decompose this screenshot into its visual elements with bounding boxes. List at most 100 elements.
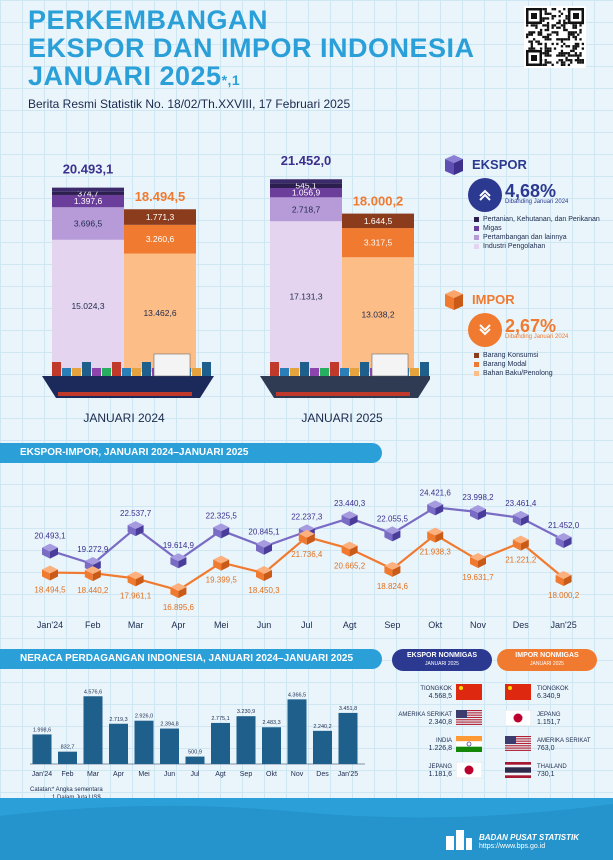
- ship-container-icon: [62, 368, 71, 376]
- ship-container-icon: [102, 368, 111, 376]
- impor-partner-country: JEPANG: [537, 712, 561, 718]
- ship-container-icon: [300, 362, 309, 376]
- balance-bar: [160, 728, 179, 764]
- balance-x-tick: Jan'25: [338, 771, 359, 778]
- ship-container-icon: [350, 368, 359, 376]
- balance-bar-label: 3.451,8: [339, 706, 357, 712]
- impor-nonmigas-sub: JANUARI 2025: [530, 661, 564, 667]
- balance-bar-label: 832,7: [61, 745, 75, 751]
- impor-partner: THAILAND 730,1: [537, 763, 567, 779]
- ekspor-total-label: 21.452,0: [281, 153, 332, 168]
- ship-container-icon: [82, 362, 91, 376]
- impor-down-icon: [468, 313, 502, 347]
- impor-point-label: 18.000,2: [548, 591, 580, 600]
- impor-point: [170, 583, 187, 599]
- balance-bar: [313, 730, 332, 764]
- ekspor-legend-label: Industri Pengolahan: [483, 243, 546, 250]
- ship-container-icon: [270, 362, 279, 376]
- impor-partner-country: THAILAND: [537, 764, 567, 770]
- line-x-tick: Agt: [343, 620, 357, 630]
- impor-legend-swatch: [474, 371, 479, 376]
- ekspor-point: [341, 511, 358, 527]
- impor-point: [256, 566, 272, 582]
- line-x-tick: Jul: [301, 620, 313, 630]
- ship-container-icon: [410, 368, 419, 376]
- ekspor-partner-value: 1.226,8: [428, 745, 452, 752]
- impor-point: [84, 566, 101, 582]
- ekspor-nonmigas-pill: EKSPOR NONMIGAS JANUARI 2025: [392, 649, 492, 671]
- impor-point-label: 18.440,2: [77, 586, 109, 595]
- impor-growth-note: Dibanding Januari 2024: [505, 334, 569, 340]
- ekspor-point: [170, 553, 187, 569]
- ship-container-icon: [92, 368, 101, 376]
- balance-x-tick: Mar: [87, 771, 100, 778]
- impor-total-label: 18.000,2: [353, 194, 404, 209]
- impor-partner: AMERIKA SERIKAT 763,0: [537, 737, 591, 753]
- line-x-tick: Mei: [214, 620, 229, 630]
- balance-bar: [287, 699, 307, 764]
- bps-logo-icon: [446, 830, 472, 850]
- ekspor-segment-label: 17.131,3: [289, 292, 322, 302]
- impor-legend-item: Bahan Baku/Penolong: [474, 370, 553, 377]
- ship-container-icon: [420, 362, 429, 376]
- impor-segment-label: 1.644,5: [364, 216, 393, 226]
- ship-container-icon: [360, 362, 369, 376]
- ekspor-label: EKSPOR: [472, 157, 527, 172]
- page-title: PERKEMBANGAN EKSPOR DAN IMPOR INDONESIA …: [28, 6, 475, 90]
- ekspor-legend-swatch: [474, 226, 479, 231]
- impor-legend-item: Barang Konsumsi: [474, 352, 538, 359]
- impor-partner-country: AMERIKA SERIKAT: [537, 738, 591, 744]
- ekspor-legend-swatch: [474, 235, 479, 240]
- impor-growth: 2,67%: [505, 316, 557, 336]
- ekspor-point: [127, 521, 144, 537]
- bps-name: BADAN PUSAT STATISTIK: [479, 833, 579, 842]
- ekspor-segment-label: 2.718,7: [292, 204, 321, 214]
- impor-legend-label: Bahan Baku/Penolong: [483, 370, 553, 377]
- balance-x-tick: Jun: [164, 771, 175, 778]
- title-line-1: PERKEMBANGAN: [28, 5, 269, 35]
- balance-bar: [211, 722, 230, 764]
- line-x-tick: Nov: [470, 620, 487, 630]
- title-line-3: JANUARI 2025*,1: [28, 62, 475, 90]
- qr-code-icon[interactable]: [524, 6, 586, 68]
- ekspor-point-label: 23.440,3: [334, 499, 366, 508]
- impor-point: [512, 535, 529, 551]
- subtitle: Berita Resmi Statistik No. 18/02/Th.XXVI…: [28, 97, 351, 111]
- line-x-tick: Jan'25: [550, 620, 576, 630]
- title-line-2: EKSPOR DAN IMPOR INDONESIA: [28, 33, 475, 63]
- impor-segment-label: 3.260,6: [146, 234, 175, 244]
- impor-legend-swatch: [474, 353, 479, 358]
- impor-point-label: 21.221,2: [505, 556, 537, 565]
- ship-container-icon: [310, 368, 319, 376]
- impor-segment-label: 13.038,2: [361, 310, 394, 320]
- line-x-tick: Okt: [428, 620, 443, 630]
- impor-partner-country: TIONGKOK: [537, 686, 569, 692]
- ekspor-legend-item: Industri Pengolahan: [474, 243, 545, 250]
- ship-waterline-icon: [58, 392, 192, 396]
- line-chart: 20.493,1 19.272,9 22.537,7 19.614,9 22.325,5…: [34, 488, 580, 630]
- ekspor-legend-swatch: [474, 217, 479, 222]
- impor-point: [42, 565, 58, 581]
- ekspor-stack-top: [52, 187, 124, 192]
- japan-flag-icon: [455, 761, 483, 779]
- balance-bar-label: 2.926,0: [135, 714, 153, 720]
- line-x-tick: Jan'24: [37, 620, 63, 630]
- ekspor-legend-item: Pertanian, Kehutanan, dan Perikanan: [474, 216, 600, 223]
- balance-bar: [185, 756, 205, 764]
- balance-bar: [58, 751, 77, 764]
- impor-point-label: 18.450,3: [248, 586, 280, 595]
- ekspor-segment-label: 15.024,3: [71, 301, 104, 311]
- ekspor-point-label: 24.421,6: [420, 488, 452, 497]
- china-flag-icon: [456, 684, 482, 700]
- ekspor-point-label: 19.272,9: [77, 545, 109, 554]
- bps-url[interactable]: https://www.bps.go.id: [479, 843, 546, 850]
- ekspor-growth: 4,68%: [505, 181, 557, 201]
- ekspor-segment-label: 3.696,5: [74, 219, 103, 229]
- balance-bar-label: 2.240,2: [313, 724, 331, 730]
- impor-point-label: 21.938,3: [420, 548, 452, 557]
- ekspor-point-label: 22.237,3: [291, 512, 323, 521]
- ekspor-stack-top: [270, 179, 342, 184]
- impor-stack-segment: [124, 253, 196, 372]
- ekspor-legend-label: Pertanian, Kehutanan, dan Perikanan: [483, 216, 600, 223]
